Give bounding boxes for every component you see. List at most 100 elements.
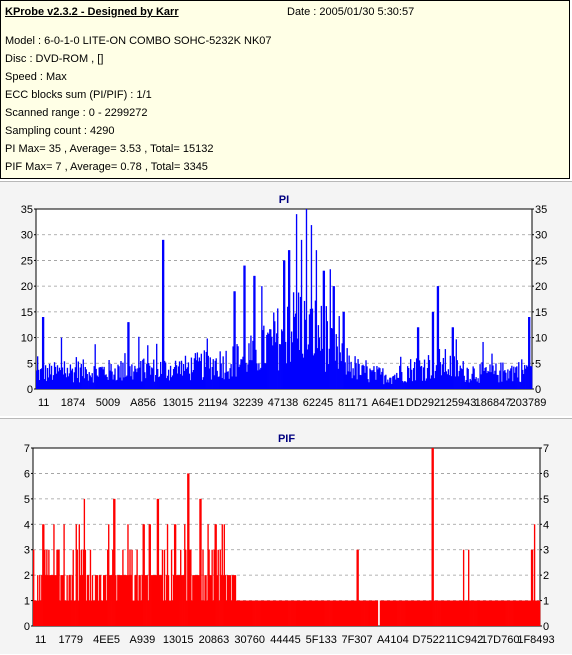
bar <box>482 600 484 626</box>
bar <box>263 600 265 626</box>
bar <box>511 365 513 389</box>
bar <box>332 286 334 389</box>
bar <box>188 473 190 626</box>
bar <box>300 600 303 626</box>
bar <box>64 373 67 389</box>
bar <box>151 575 153 626</box>
bar <box>175 575 178 626</box>
bar <box>509 600 511 626</box>
bar <box>192 575 194 626</box>
bar <box>476 600 478 626</box>
bar <box>517 377 519 389</box>
bar <box>109 575 111 626</box>
bar <box>216 370 218 389</box>
bar <box>489 600 491 626</box>
bar <box>135 368 137 389</box>
bar <box>447 369 450 389</box>
bar <box>173 367 176 389</box>
bar <box>196 352 199 389</box>
bar <box>208 549 210 626</box>
bar <box>272 345 274 389</box>
bar <box>220 363 222 389</box>
bar <box>481 600 483 626</box>
bar <box>468 382 470 389</box>
bar <box>417 327 420 389</box>
bar <box>202 549 204 626</box>
bar <box>91 373 93 389</box>
bar <box>340 600 342 626</box>
bar <box>206 338 208 389</box>
bar <box>75 357 78 389</box>
bar <box>412 368 415 389</box>
bar <box>117 575 119 626</box>
bar <box>244 600 247 626</box>
bar <box>358 600 360 626</box>
bar <box>350 361 352 389</box>
bar <box>288 600 290 626</box>
bar <box>87 575 90 626</box>
bar <box>296 600 298 626</box>
bar <box>184 355 187 389</box>
bar <box>270 329 272 389</box>
bar <box>66 575 68 626</box>
bar <box>338 600 340 626</box>
bar <box>61 367 64 389</box>
bar <box>144 575 146 626</box>
bar <box>187 473 189 626</box>
bar <box>329 269 331 389</box>
bar <box>359 374 361 389</box>
bar <box>69 575 71 626</box>
pi-chart-panel: PI 0 0 5 5 10 10 15 15 20 20 25 25 30 30 35 35 11 1874 5009… <box>0 181 572 416</box>
bar <box>319 350 322 389</box>
bar <box>298 600 301 626</box>
bar <box>497 600 499 626</box>
bar <box>145 575 147 626</box>
bar <box>200 498 202 626</box>
bar <box>532 600 535 626</box>
bar <box>115 380 117 389</box>
bar <box>432 448 434 626</box>
bar <box>110 575 112 626</box>
bar <box>118 366 120 389</box>
bar <box>252 600 254 626</box>
bar <box>44 549 46 626</box>
x-tick-label: 4EE5 <box>93 634 120 646</box>
bar <box>372 600 375 626</box>
bar <box>267 332 269 389</box>
bar <box>264 600 266 626</box>
bar <box>454 376 456 389</box>
bar <box>437 286 440 389</box>
bar <box>54 366 57 389</box>
bar <box>243 265 245 389</box>
bar <box>38 600 40 626</box>
bar <box>137 368 139 389</box>
bar <box>488 600 490 626</box>
bar <box>379 368 381 389</box>
x-tick-label: 5F133 <box>306 634 337 646</box>
bar <box>205 575 207 626</box>
bar <box>297 600 300 626</box>
bar <box>136 549 138 626</box>
bar <box>97 600 100 626</box>
bar <box>272 600 274 626</box>
bar <box>122 549 124 626</box>
bar <box>242 356 244 389</box>
y-tick-label-left: 3 <box>24 545 30 557</box>
bar <box>393 600 396 626</box>
bar <box>505 372 507 389</box>
bar <box>292 292 295 389</box>
bar <box>114 498 116 626</box>
bar <box>35 600 37 626</box>
bar <box>395 600 397 626</box>
bar <box>482 341 484 389</box>
bar <box>159 376 161 389</box>
bar <box>448 600 451 626</box>
bar <box>119 377 121 389</box>
bar <box>209 357 211 389</box>
bar <box>355 600 357 626</box>
bar <box>141 381 143 389</box>
bar <box>271 336 273 389</box>
bar <box>509 370 511 389</box>
bar <box>53 362 56 389</box>
bar <box>146 364 148 389</box>
